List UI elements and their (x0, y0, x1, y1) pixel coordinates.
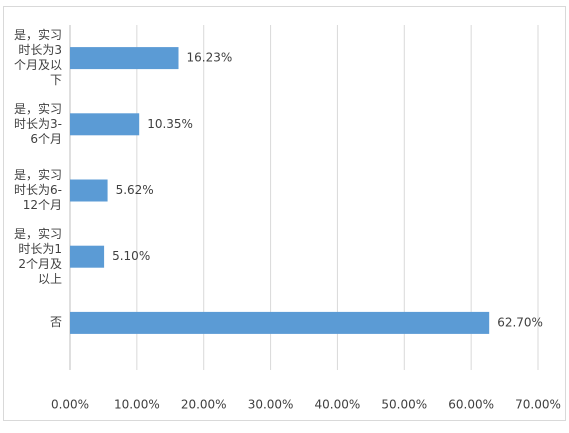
y-tick-label: 是，实习时长为3-6个月 (13, 101, 62, 146)
bar (70, 47, 179, 70)
value-label: 10.35% (147, 117, 193, 131)
y-tick-label: 否 (49, 315, 62, 330)
bar (70, 179, 108, 202)
value-label: 5.10% (112, 249, 150, 263)
chart-frame (3, 6, 566, 421)
y-tick-label: 是，实习时长为12个月及以上 (13, 226, 62, 286)
bar (70, 113, 140, 136)
value-label: 5.62% (116, 183, 154, 197)
y-tick-label: 是，实习时长为6-12个月 (13, 168, 62, 212)
x-tick-label: 60.00% (448, 398, 494, 412)
x-tick-label: 30.00% (248, 398, 294, 412)
x-tick-label: 20.00% (181, 398, 227, 412)
x-tick-label: 40.00% (315, 398, 361, 412)
bar (70, 245, 105, 268)
x-tick-label: 10.00% (114, 398, 160, 412)
bar (70, 311, 490, 334)
value-label: 62.70% (497, 315, 543, 329)
x-tick-label: 70.00% (515, 398, 561, 412)
x-tick-label: 50.00% (381, 398, 427, 412)
y-tick-label: 是，实习时长为3个月及以下 (13, 28, 62, 88)
x-tick-label: 0.00% (51, 398, 89, 412)
value-label: 16.23% (187, 51, 233, 65)
